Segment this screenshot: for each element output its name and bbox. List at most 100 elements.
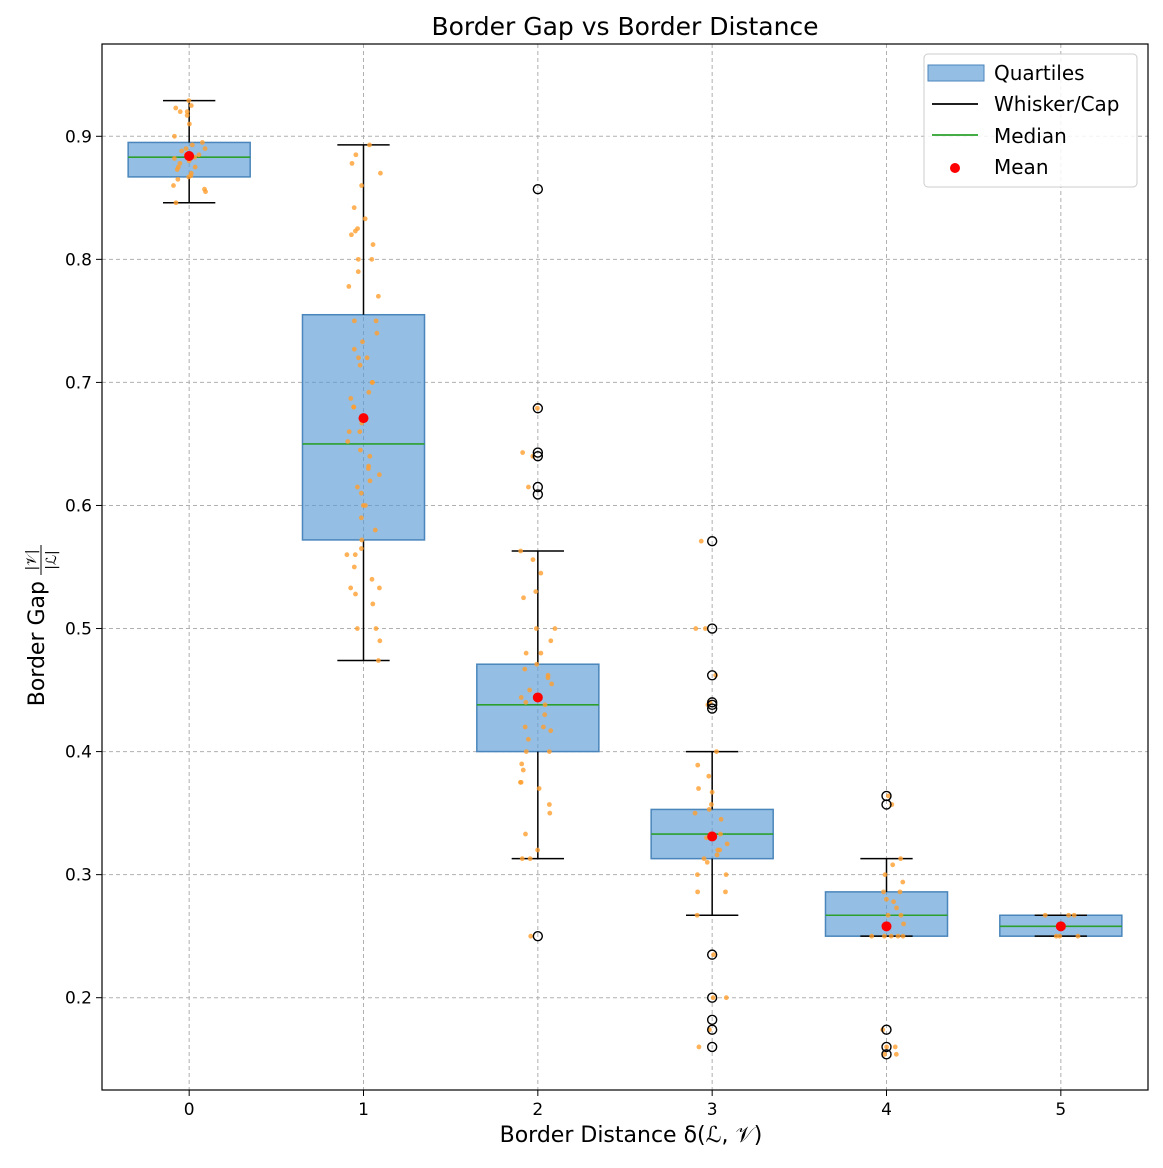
data-point	[895, 933, 901, 939]
data-point	[884, 896, 889, 902]
data-point	[351, 318, 357, 324]
y-tick-label: 0.9	[65, 127, 92, 147]
data-point	[179, 148, 185, 154]
mean-point	[881, 921, 892, 932]
data-point	[884, 1044, 889, 1050]
data-point	[724, 841, 730, 847]
box-group-2	[476, 184, 600, 942]
data-point	[518, 779, 523, 785]
outlier-point	[706, 1041, 718, 1053]
data-point	[369, 576, 375, 582]
data-point	[546, 802, 552, 807]
data-point	[1071, 912, 1077, 918]
data-point	[367, 478, 373, 484]
data-point	[523, 749, 529, 754]
data-point	[528, 933, 534, 939]
outlier-point	[706, 699, 718, 711]
data-point	[527, 856, 533, 862]
data-point	[541, 724, 546, 730]
data-point	[706, 773, 712, 779]
outlier-point	[532, 184, 544, 195]
data-point	[886, 793, 891, 799]
data-point	[369, 380, 375, 385]
data-point	[188, 103, 194, 108]
data-point	[723, 995, 729, 1001]
box-group-5	[999, 912, 1123, 939]
data-point	[377, 638, 383, 644]
data-point	[523, 831, 528, 837]
data-point	[354, 484, 360, 490]
data-point	[698, 538, 704, 544]
data-point	[367, 142, 372, 148]
y-tick-label: 0.7	[65, 373, 92, 393]
mean-point	[532, 692, 543, 703]
data-point	[357, 362, 363, 368]
legend-whisker-label: Whisker/Cap	[994, 92, 1119, 116]
data-point	[898, 912, 904, 918]
data-point	[718, 816, 724, 822]
data-point	[538, 570, 544, 576]
data-point	[357, 429, 363, 435]
outlier-point	[532, 451, 544, 462]
data-point	[898, 856, 904, 862]
outlier-point	[706, 703, 718, 714]
legend: Quartiles Whisker/Cap Median Mean	[923, 53, 1138, 188]
outlier-point	[706, 1014, 718, 1026]
data-point	[367, 453, 373, 459]
data-point	[184, 109, 190, 115]
data-point	[882, 1051, 887, 1057]
data-point	[376, 472, 382, 478]
data-point	[202, 146, 208, 152]
data-point	[715, 847, 721, 853]
data-point	[526, 736, 531, 742]
data-point	[348, 585, 354, 591]
y-tick-label: 0.3	[65, 866, 92, 886]
data-point	[354, 626, 360, 631]
data-point	[885, 912, 891, 918]
data-point	[364, 355, 370, 361]
data-point	[177, 109, 183, 115]
data-point	[377, 585, 382, 591]
data-point	[530, 557, 536, 563]
data-point	[370, 601, 376, 607]
x-tick-label: 5	[1055, 1100, 1066, 1120]
data-point	[869, 933, 875, 939]
data-point	[549, 681, 555, 687]
data-point	[362, 216, 368, 222]
data-point	[183, 146, 189, 152]
outlier-point	[881, 1041, 892, 1053]
data-point	[175, 164, 181, 170]
data-point	[533, 589, 539, 595]
data-point	[1075, 933, 1081, 939]
data-point	[175, 176, 181, 182]
data-point	[345, 439, 351, 444]
data-point	[523, 699, 529, 705]
data-point	[714, 852, 720, 858]
data-point	[1066, 912, 1071, 918]
data-point	[522, 666, 528, 672]
data-point	[535, 847, 541, 853]
data-point	[172, 156, 177, 161]
outlier-point	[532, 930, 544, 942]
data-point	[172, 133, 177, 139]
data-point	[714, 749, 719, 754]
y-tick-label: 0.5	[65, 620, 92, 640]
data-point	[696, 786, 701, 791]
data-point	[894, 905, 899, 911]
data-point	[546, 749, 552, 754]
data-point	[718, 831, 723, 837]
data-point	[356, 355, 361, 361]
plot-area	[127, 98, 1123, 1060]
data-point	[365, 466, 371, 471]
data-point	[372, 527, 378, 533]
data-point	[545, 675, 551, 681]
data-point	[520, 450, 526, 455]
data-point	[518, 695, 524, 700]
y-axis-label-text: Border Gap	[25, 581, 50, 706]
data-point	[519, 761, 525, 767]
data-point	[196, 152, 202, 158]
data-point	[358, 515, 364, 521]
outlier-point	[706, 949, 718, 960]
y-tick-label: 0.8	[65, 250, 92, 270]
